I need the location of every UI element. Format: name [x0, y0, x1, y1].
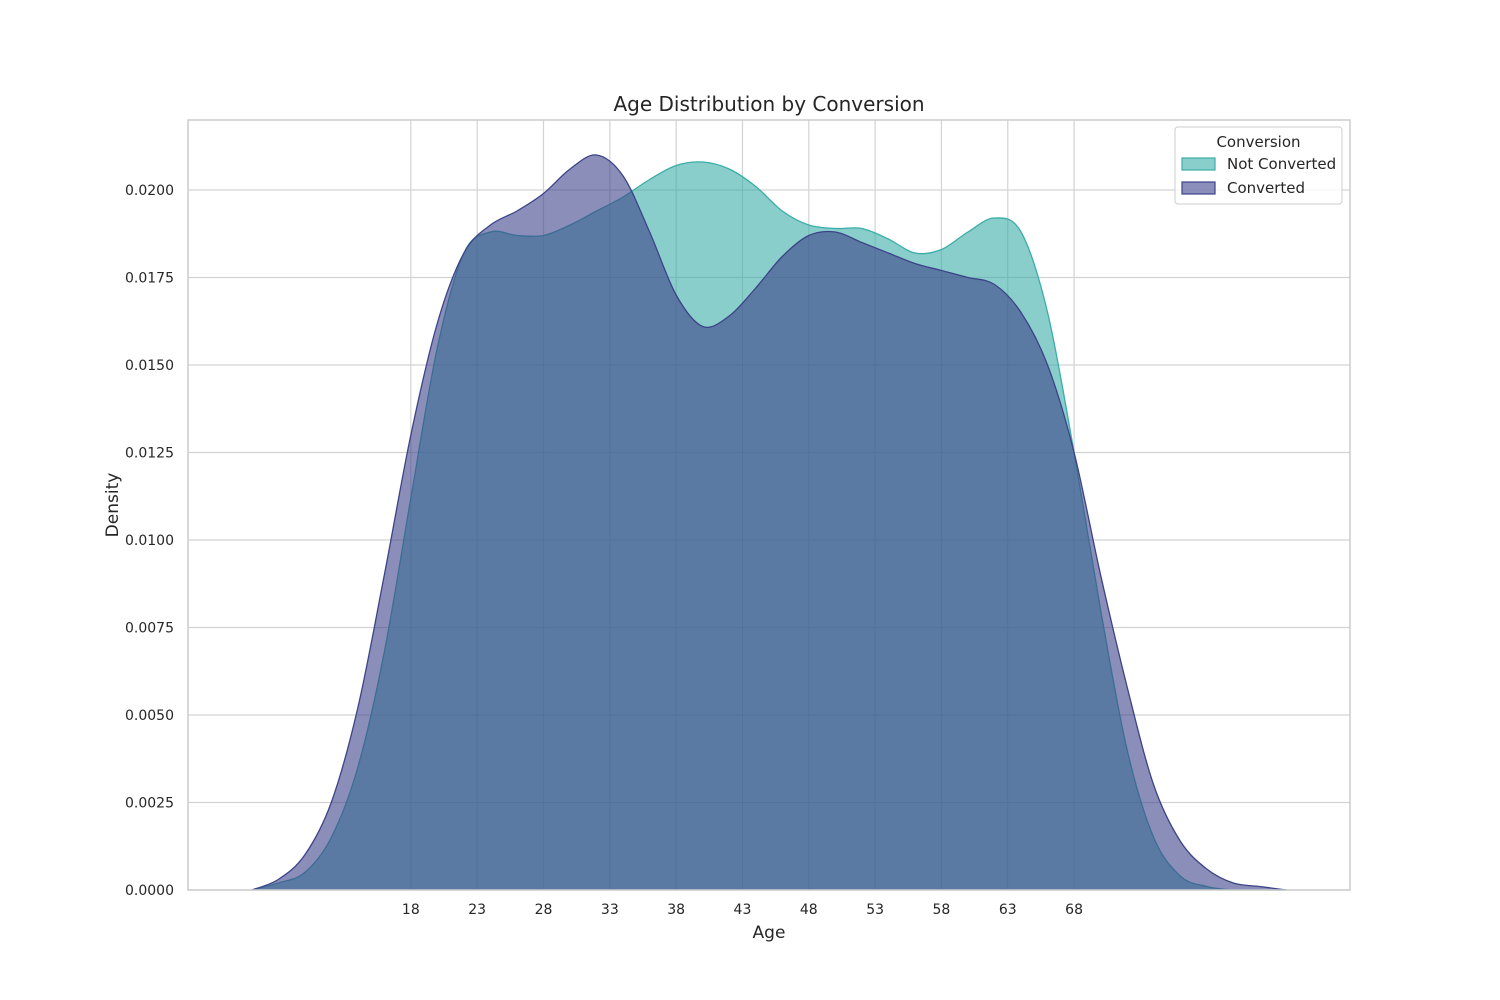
legend: Conversion Not Converted Converted [1174, 126, 1343, 205]
plot-area [187, 119, 1351, 891]
legend-swatch [1181, 157, 1216, 171]
legend-label: Converted [1227, 179, 1305, 197]
x-tick-label: 18 [402, 902, 420, 918]
plot-frame [187, 119, 1351, 891]
y-axis-label: Density [103, 473, 123, 538]
x-tick-label: 48 [800, 902, 818, 918]
y-tick-label: 0.0125 [125, 446, 174, 462]
y-tick-label: 0.0025 [125, 796, 174, 812]
x-tick-label: 53 [866, 902, 884, 918]
density-line-converted [251, 154, 1287, 891]
x-tick-label: 43 [734, 902, 752, 918]
x-tick-label: 33 [601, 902, 619, 918]
x-axis-ticks: 18 23 28 33 38 43 48 53 58 63 68 [402, 902, 1083, 918]
legend-title: Conversion [1216, 133, 1300, 151]
x-tick-label: 63 [999, 902, 1017, 918]
legend-items: Not Converted Converted [1181, 155, 1336, 197]
y-tick-label: 0.0100 [125, 533, 174, 549]
legend-swatch [1181, 181, 1216, 195]
density-areas [251, 154, 1287, 891]
y-tick-label: 0.0050 [125, 708, 174, 724]
x-tick-label: 38 [667, 902, 685, 918]
x-tick-label: 28 [535, 902, 553, 918]
legend-label: Not Converted [1227, 155, 1336, 173]
chart-title: Age Distribution by Conversion [613, 92, 924, 116]
y-tick-label: 0.0075 [125, 621, 174, 637]
legend-box [1174, 126, 1343, 205]
x-tick-label: 68 [1065, 902, 1083, 918]
y-axis-ticks: 0.0000 0.0025 0.0050 0.0075 0.0100 0.0125 0.01… [125, 183, 174, 899]
x-tick-label: 58 [933, 902, 951, 918]
y-tick-label: 0.0150 [125, 358, 174, 374]
x-axis-label: Age [753, 923, 786, 943]
y-tick-label: 0.0175 [125, 271, 174, 287]
x-tick-label: 23 [468, 902, 486, 918]
y-tick-label: 0.0000 [125, 883, 174, 899]
y-tick-label: 0.0200 [125, 183, 174, 199]
density-area-converted [251, 154, 1287, 890]
